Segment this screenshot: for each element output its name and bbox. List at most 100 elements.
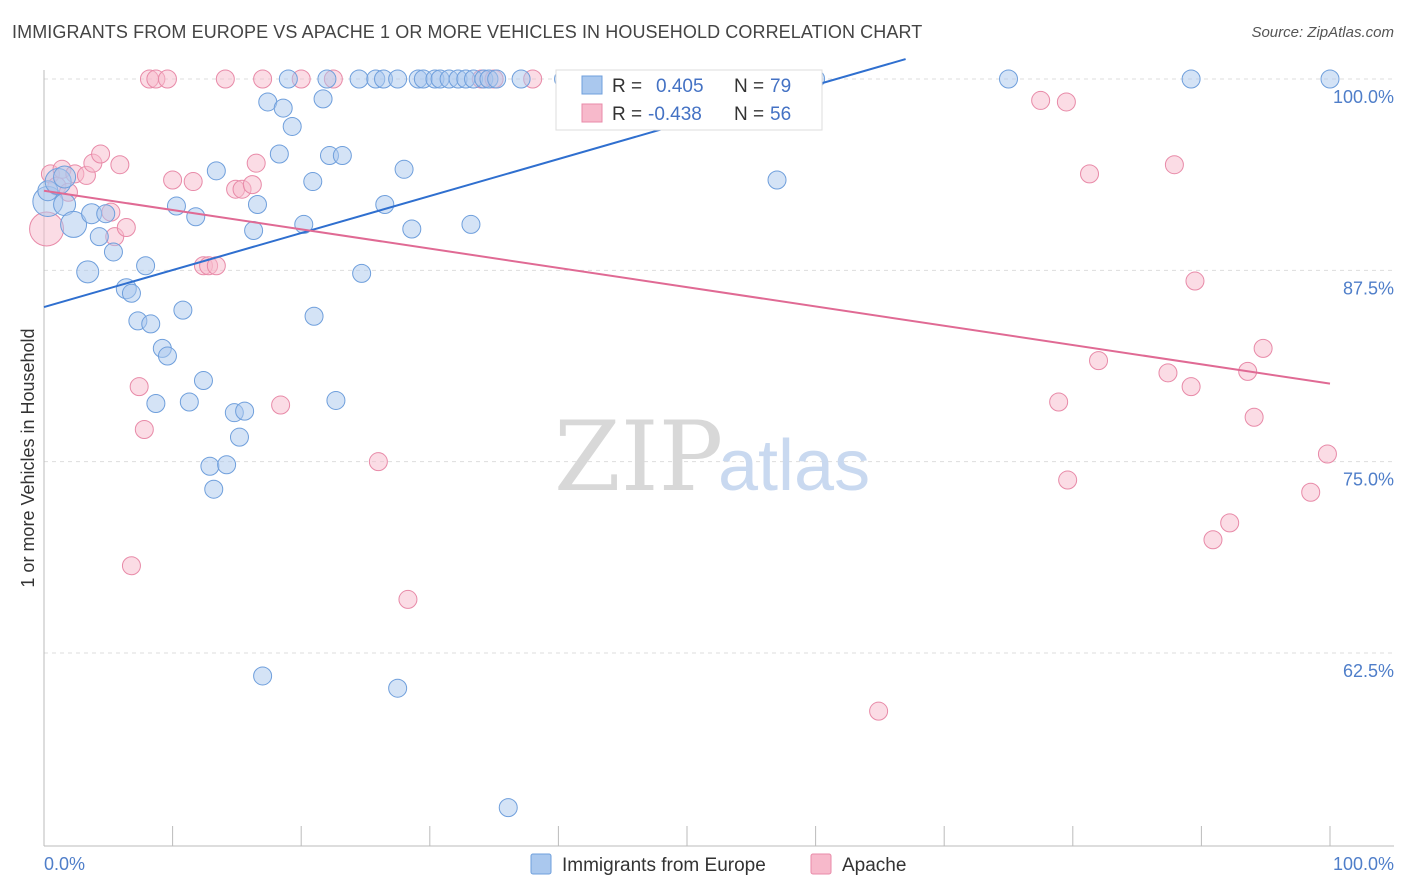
point-apache-12 [116, 217, 136, 237]
point-apache-38 [869, 701, 889, 721]
point-immigrants-europe-50 [461, 214, 481, 234]
point-apache-20 [183, 172, 203, 192]
point-immigrants-europe-78 [1181, 69, 1201, 89]
point-apache-43 [1080, 164, 1100, 184]
point-apache-55 [1317, 444, 1337, 464]
point-immigrants-europe-21 [179, 392, 199, 412]
stats-box: R = 0.405 N = 79 R = -0.438 N = 56 [555, 69, 823, 131]
point-apache-0 [29, 211, 65, 247]
point-apache-49 [1203, 530, 1223, 550]
point-immigrants-europe-5 [60, 210, 88, 238]
point-immigrants-europe-25 [204, 479, 224, 499]
point-immigrants-europe-48 [394, 159, 414, 179]
point-immigrants-europe-22 [186, 207, 206, 227]
watermark-zip: ZIP [554, 401, 723, 513]
point-apache-19 [163, 170, 183, 190]
point-immigrants-europe-53 [278, 69, 298, 89]
point-immigrants-europe-14 [136, 256, 156, 276]
point-immigrants-europe-44 [332, 146, 352, 166]
point-immigrants-europe-12 [121, 283, 141, 303]
point-immigrants-europe-27 [217, 455, 237, 475]
point-immigrants-europe-39 [303, 172, 323, 192]
point-immigrants-europe-3 [53, 165, 77, 189]
grid-layer [44, 78, 1394, 654]
point-apache-11 [110, 155, 130, 175]
point-immigrants-europe-10 [103, 242, 123, 262]
point-apache-50 [1220, 513, 1240, 533]
point-apache-48 [1185, 271, 1205, 291]
watermark: ZIP atlas [554, 401, 870, 513]
point-apache-33 [368, 452, 388, 472]
point-immigrants-europe-46 [375, 195, 395, 215]
y-tick-label-2: 75.0% [1343, 470, 1394, 490]
point-apache-42 [1058, 470, 1078, 490]
stats-pink-n-value: 56 [770, 104, 791, 125]
stats-pink-n-label: N = [734, 104, 764, 125]
point-apache-53 [1253, 338, 1273, 358]
point-immigrants-europe-9 [96, 204, 116, 224]
legend: Immigrants from Europe Apache [530, 853, 906, 876]
point-immigrants-europe-47 [388, 678, 408, 698]
point-immigrants-europe-43 [326, 390, 346, 410]
point-apache-52 [1244, 407, 1264, 427]
point-immigrants-europe-6 [76, 260, 100, 284]
point-immigrants-europe-20 [173, 300, 193, 320]
point-immigrants-europe-54 [317, 69, 337, 89]
point-immigrants-europe-36 [273, 98, 293, 118]
stats-swatch-blue [581, 75, 603, 95]
point-immigrants-europe-29 [229, 427, 249, 447]
point-immigrants-europe-15 [141, 314, 161, 334]
point-apache-39 [1031, 90, 1051, 110]
point-apache-29 [253, 69, 273, 89]
watermark-atlas: atlas [718, 426, 870, 506]
point-immigrants-europe-24 [200, 456, 220, 476]
point-immigrants-europe-55 [349, 69, 369, 89]
point-immigrants-europe-8 [89, 227, 109, 247]
point-immigrants-europe-49 [402, 219, 422, 239]
y-tick-labels: 100.0% 87.5% 75.0% 62.5% [1333, 87, 1394, 681]
point-apache-41 [1049, 392, 1069, 412]
point-immigrants-europe-26 [206, 161, 226, 181]
x-tick-label-left: 0.0% [44, 854, 85, 874]
point-apache-45 [1158, 363, 1178, 383]
point-apache-8 [91, 144, 111, 164]
stats-pink-r-label: R = [612, 104, 642, 125]
point-immigrants-europe-41 [313, 89, 333, 109]
point-immigrants-europe-32 [247, 195, 267, 215]
trendline-apache [43, 189, 1331, 385]
point-immigrants-europe-69 [487, 69, 507, 89]
y-axis-label: 1 or more Vehicles in Household [18, 328, 38, 587]
point-immigrants-europe-51 [498, 798, 518, 818]
stats-blue-r-value: 0.405 [656, 76, 704, 97]
point-immigrants-europe-31 [244, 221, 264, 241]
y-tick-label-1: 87.5% [1343, 278, 1394, 298]
point-apache-24 [215, 69, 235, 89]
stats-blue-n-label: N = [734, 76, 764, 97]
point-immigrants-europe-52 [767, 170, 787, 190]
point-immigrants-europe-16 [146, 394, 166, 414]
point-apache-54 [1301, 482, 1321, 502]
point-immigrants-europe-45 [352, 263, 372, 283]
point-apache-14 [134, 420, 154, 440]
point-immigrants-europe-30 [235, 401, 255, 421]
stats-swatch-pink [581, 103, 603, 123]
source-label: Source: ZipAtlas.com [1251, 24, 1394, 41]
point-immigrants-europe-23 [193, 371, 213, 391]
y-tick-label-3: 62.5% [1343, 661, 1394, 681]
point-immigrants-europe-77 [999, 69, 1018, 89]
legend-swatch-apache [810, 853, 832, 875]
point-apache-34 [398, 589, 418, 609]
point-immigrants-europe-18 [157, 346, 177, 366]
point-apache-30 [271, 395, 291, 415]
stats-pink-r-value: -0.438 [648, 104, 702, 125]
point-apache-47 [1181, 377, 1201, 397]
legend-label-immigrants-europe: Immigrants from Europe [562, 855, 766, 876]
point-immigrants-europe-70 [511, 69, 531, 89]
legend-swatch-immigrants-europe [530, 853, 552, 875]
point-immigrants-europe-79 [1320, 69, 1340, 89]
y-tick-label-0: 100.0% [1333, 87, 1394, 107]
point-apache-18 [157, 69, 177, 89]
legend-label-apache: Apache [842, 855, 906, 876]
point-immigrants-europe-33 [253, 666, 273, 686]
